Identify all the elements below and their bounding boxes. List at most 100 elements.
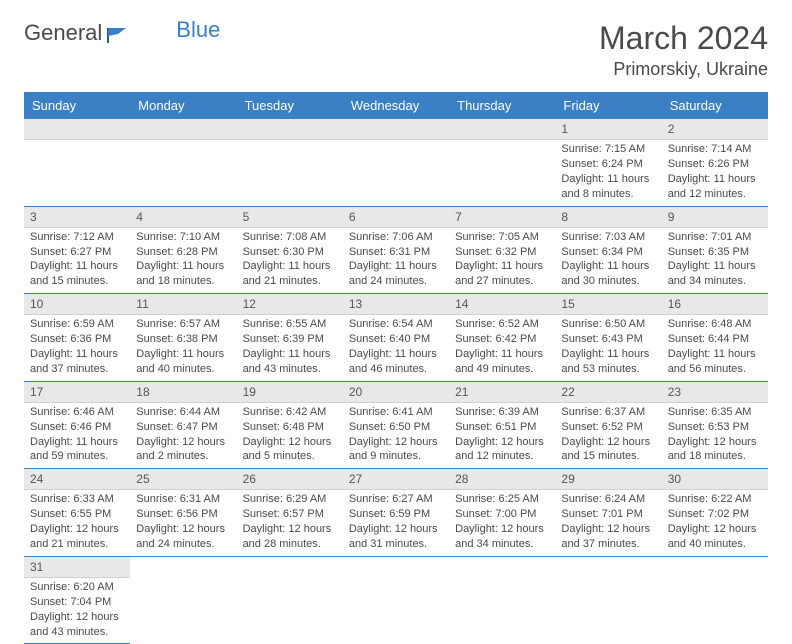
day-details: Sunrise: 6:44 AMSunset: 6:47 PMDaylight:…	[130, 403, 236, 468]
sunset-text: Sunset: 7:04 PM	[30, 595, 124, 610]
daylight-text: Daylight: 12 hours and 31 minutes.	[349, 522, 443, 552]
day-details: Sunrise: 6:55 AMSunset: 6:39 PMDaylight:…	[237, 315, 343, 380]
daylight-text: Daylight: 11 hours and 53 minutes.	[561, 347, 655, 377]
sunrise-text: Sunrise: 6:27 AM	[349, 492, 443, 507]
daylight-text: Daylight: 12 hours and 9 minutes.	[349, 435, 443, 465]
calendar-day-cell: 3Sunrise: 7:12 AMSunset: 6:27 PMDaylight…	[24, 206, 130, 294]
daylight-text: Daylight: 11 hours and 27 minutes.	[455, 259, 549, 289]
logo-flag-icon	[106, 24, 130, 42]
calendar-week-row: 3Sunrise: 7:12 AMSunset: 6:27 PMDaylight…	[24, 206, 768, 294]
daylight-text: Daylight: 12 hours and 28 minutes.	[243, 522, 337, 552]
sunset-text: Sunset: 6:38 PM	[136, 332, 230, 347]
daylight-text: Daylight: 11 hours and 15 minutes.	[30, 259, 124, 289]
daylight-text: Daylight: 12 hours and 5 minutes.	[243, 435, 337, 465]
calendar-day-cell: 21Sunrise: 6:39 AMSunset: 6:51 PMDayligh…	[449, 381, 555, 469]
page-header: General Blue March 2024 Primorskiy, Ukra…	[24, 20, 768, 80]
day-details: Sunrise: 6:59 AMSunset: 6:36 PMDaylight:…	[24, 315, 130, 380]
day-number: 7	[449, 207, 555, 228]
calendar-day-cell: 10Sunrise: 6:59 AMSunset: 6:36 PMDayligh…	[24, 294, 130, 382]
day-number: 14	[449, 294, 555, 315]
calendar-day-cell: 2Sunrise: 7:14 AMSunset: 6:26 PMDaylight…	[662, 119, 768, 206]
weekday-header: Saturday	[662, 92, 768, 119]
day-number: 11	[130, 294, 236, 315]
sunrise-text: Sunrise: 7:10 AM	[136, 230, 230, 245]
weekday-header: Tuesday	[237, 92, 343, 119]
calendar-day-cell: 5Sunrise: 7:08 AMSunset: 6:30 PMDaylight…	[237, 206, 343, 294]
calendar-day-cell: 25Sunrise: 6:31 AMSunset: 6:56 PMDayligh…	[130, 469, 236, 557]
day-details: Sunrise: 6:25 AMSunset: 7:00 PMDaylight:…	[449, 490, 555, 555]
daylight-text: Daylight: 11 hours and 30 minutes.	[561, 259, 655, 289]
sunset-text: Sunset: 7:00 PM	[455, 507, 549, 522]
day-number: 13	[343, 294, 449, 315]
sunrise-text: Sunrise: 6:33 AM	[30, 492, 124, 507]
daylight-text: Daylight: 11 hours and 18 minutes.	[136, 259, 230, 289]
day-details: Sunrise: 6:29 AMSunset: 6:57 PMDaylight:…	[237, 490, 343, 555]
sunset-text: Sunset: 7:02 PM	[668, 507, 762, 522]
day-number: 5	[237, 207, 343, 228]
logo-text-2: Blue	[176, 17, 220, 43]
sunrise-text: Sunrise: 6:48 AM	[668, 317, 762, 332]
sunset-text: Sunset: 6:44 PM	[668, 332, 762, 347]
sunset-text: Sunset: 6:32 PM	[455, 245, 549, 260]
sunrise-text: Sunrise: 6:20 AM	[30, 580, 124, 595]
calendar-day-cell	[449, 556, 555, 644]
sunset-text: Sunset: 6:50 PM	[349, 420, 443, 435]
calendar-day-cell	[130, 119, 236, 206]
sunrise-text: Sunrise: 7:08 AM	[243, 230, 337, 245]
daylight-text: Daylight: 11 hours and 40 minutes.	[136, 347, 230, 377]
sunrise-text: Sunrise: 7:14 AM	[668, 142, 762, 157]
daylight-text: Daylight: 11 hours and 56 minutes.	[668, 347, 762, 377]
day-details: Sunrise: 7:05 AMSunset: 6:32 PMDaylight:…	[449, 228, 555, 293]
day-number: 6	[343, 207, 449, 228]
sunrise-text: Sunrise: 7:01 AM	[668, 230, 762, 245]
day-number: 8	[555, 207, 661, 228]
sunset-text: Sunset: 6:47 PM	[136, 420, 230, 435]
calendar-day-cell: 26Sunrise: 6:29 AMSunset: 6:57 PMDayligh…	[237, 469, 343, 557]
sunset-text: Sunset: 6:53 PM	[668, 420, 762, 435]
day-details: Sunrise: 6:57 AMSunset: 6:38 PMDaylight:…	[130, 315, 236, 380]
sunrise-text: Sunrise: 6:42 AM	[243, 405, 337, 420]
sunset-text: Sunset: 6:48 PM	[243, 420, 337, 435]
day-number: 16	[662, 294, 768, 315]
day-details: Sunrise: 6:31 AMSunset: 6:56 PMDaylight:…	[130, 490, 236, 555]
day-details: Sunrise: 6:52 AMSunset: 6:42 PMDaylight:…	[449, 315, 555, 380]
day-number: 3	[24, 207, 130, 228]
weekday-header: Thursday	[449, 92, 555, 119]
day-details: Sunrise: 6:20 AMSunset: 7:04 PMDaylight:…	[24, 578, 130, 643]
day-number: 17	[24, 382, 130, 403]
day-number: 15	[555, 294, 661, 315]
daylight-text: Daylight: 12 hours and 2 minutes.	[136, 435, 230, 465]
day-number: 10	[24, 294, 130, 315]
sunrise-text: Sunrise: 6:55 AM	[243, 317, 337, 332]
calendar-day-cell: 20Sunrise: 6:41 AMSunset: 6:50 PMDayligh…	[343, 381, 449, 469]
sunrise-text: Sunrise: 6:50 AM	[561, 317, 655, 332]
calendar-day-cell	[237, 556, 343, 644]
day-number	[343, 119, 449, 140]
day-details: Sunrise: 6:24 AMSunset: 7:01 PMDaylight:…	[555, 490, 661, 555]
daylight-text: Daylight: 12 hours and 21 minutes.	[30, 522, 124, 552]
daylight-text: Daylight: 11 hours and 43 minutes.	[243, 347, 337, 377]
day-details: Sunrise: 7:03 AMSunset: 6:34 PMDaylight:…	[555, 228, 661, 293]
weekday-header-row: Sunday Monday Tuesday Wednesday Thursday…	[24, 92, 768, 119]
sunset-text: Sunset: 6:51 PM	[455, 420, 549, 435]
sunset-text: Sunset: 7:01 PM	[561, 507, 655, 522]
day-number: 29	[555, 469, 661, 490]
day-details: Sunrise: 6:35 AMSunset: 6:53 PMDaylight:…	[662, 403, 768, 468]
calendar-table: Sunday Monday Tuesday Wednesday Thursday…	[24, 92, 768, 644]
daylight-text: Daylight: 11 hours and 21 minutes.	[243, 259, 337, 289]
sunset-text: Sunset: 6:27 PM	[30, 245, 124, 260]
weekday-header: Sunday	[24, 92, 130, 119]
day-number: 18	[130, 382, 236, 403]
calendar-day-cell: 1Sunrise: 7:15 AMSunset: 6:24 PMDaylight…	[555, 119, 661, 206]
sunrise-text: Sunrise: 6:39 AM	[455, 405, 549, 420]
calendar-day-cell: 18Sunrise: 6:44 AMSunset: 6:47 PMDayligh…	[130, 381, 236, 469]
day-number	[449, 119, 555, 140]
sunset-text: Sunset: 6:40 PM	[349, 332, 443, 347]
sunrise-text: Sunrise: 6:31 AM	[136, 492, 230, 507]
daylight-text: Daylight: 12 hours and 37 minutes.	[561, 522, 655, 552]
daylight-text: Daylight: 11 hours and 49 minutes.	[455, 347, 549, 377]
calendar-day-cell: 23Sunrise: 6:35 AMSunset: 6:53 PMDayligh…	[662, 381, 768, 469]
sunrise-text: Sunrise: 6:37 AM	[561, 405, 655, 420]
sunset-text: Sunset: 6:39 PM	[243, 332, 337, 347]
calendar-day-cell: 30Sunrise: 6:22 AMSunset: 7:02 PMDayligh…	[662, 469, 768, 557]
